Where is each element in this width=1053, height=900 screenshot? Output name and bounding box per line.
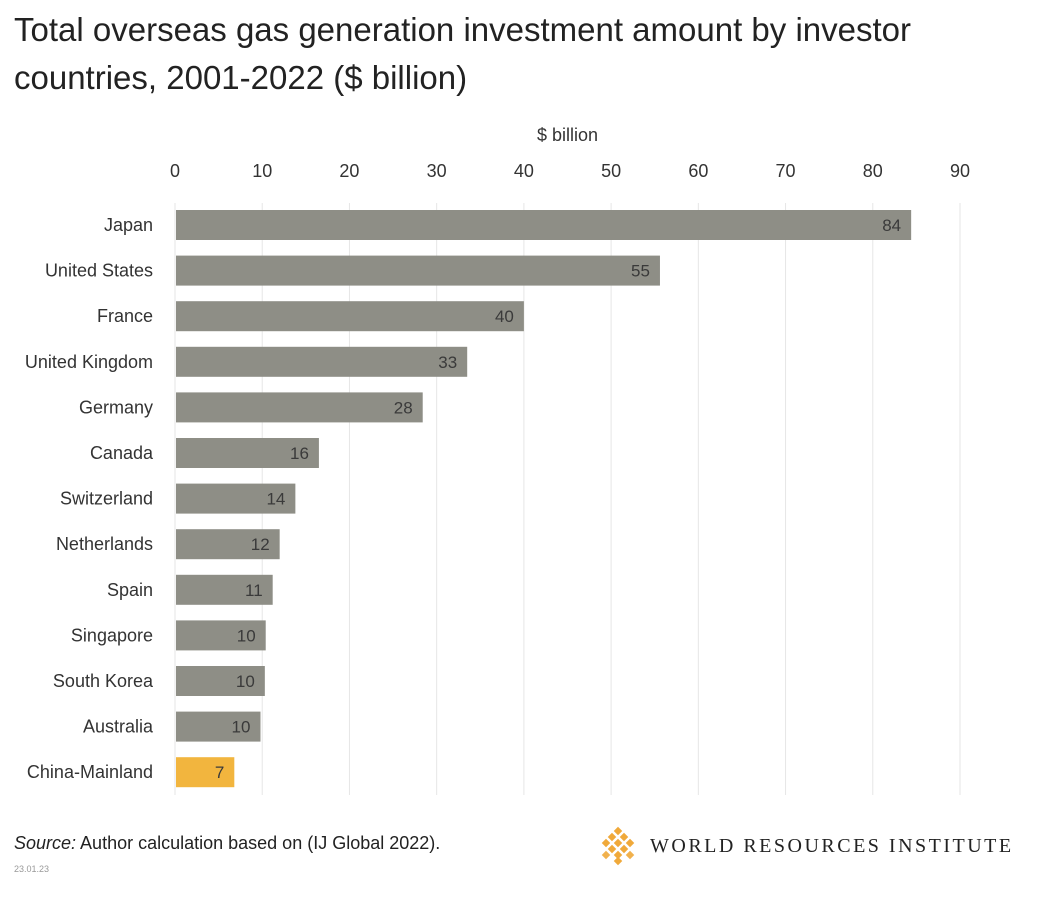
category-label-south-korea: South Korea: [53, 671, 154, 691]
value-label-singapore: 10: [237, 626, 256, 645]
value-label-france: 40: [495, 307, 514, 326]
bar-netherlands: [176, 529, 280, 560]
category-label-spain: Spain: [107, 580, 153, 600]
chart-title: Total overseas gas generation investment…: [14, 11, 911, 96]
x-tick-label-90: 90: [950, 161, 970, 181]
bar-south-korea: [176, 666, 265, 696]
x-tick-label-0: 0: [170, 161, 180, 181]
bar-united-kingdom: [176, 346, 468, 377]
bar-france: [176, 301, 524, 332]
bar-australia: [176, 711, 261, 742]
bar-singapore: [176, 620, 266, 651]
category-label-australia: Australia: [83, 717, 154, 737]
value-label-united-states: 55: [631, 262, 650, 281]
bar-chart: $ billion 0 10 20 30 40 50 60 70 80 90 Japan 84 Unite…: [25, 125, 970, 795]
value-label-germany: 28: [394, 398, 413, 417]
x-tick-label-70: 70: [776, 161, 796, 181]
brand-name: WORLD RESOURCES INSTITUTE: [650, 834, 1014, 857]
date-stamp: 23.01.23: [14, 864, 50, 874]
x-tick-label-20: 20: [339, 161, 359, 181]
x-tick-label-30: 30: [427, 161, 447, 181]
bar-switzerland: [176, 483, 296, 514]
category-label-switzerland: Switzerland: [60, 489, 153, 509]
category-label-france: France: [97, 306, 153, 326]
value-label-switzerland: 14: [266, 490, 285, 509]
bar-china-mainland: [176, 757, 235, 788]
value-label-netherlands: 12: [251, 535, 270, 554]
bar-germany: [176, 392, 423, 423]
value-label-china-mainland: 7: [215, 763, 224, 782]
bar-united-states: [176, 255, 660, 286]
category-label-germany: Germany: [79, 397, 153, 417]
value-label-australia: 10: [232, 718, 251, 737]
brand-logo-lockup: WORLD RESOURCES INSTITUTE: [598, 826, 1014, 866]
source-label: Source:: [14, 833, 77, 853]
x-tick-label-80: 80: [863, 161, 883, 181]
value-label-united-kingdom: 33: [438, 353, 457, 372]
wri-diamond-logo-icon: [601, 826, 635, 866]
category-label-singapore: Singapore: [71, 625, 153, 645]
bar-spain: [176, 574, 273, 605]
value-label-japan: 84: [882, 216, 901, 235]
category-label-japan: Japan: [104, 215, 153, 235]
x-tick-label-40: 40: [514, 161, 534, 181]
category-label-canada: Canada: [90, 443, 154, 463]
value-label-canada: 16: [290, 444, 309, 463]
x-tick-label-50: 50: [601, 161, 621, 181]
x-tick-label-10: 10: [252, 161, 272, 181]
bar-canada: [176, 438, 319, 468]
source-text: Author calculation based on (IJ Global 2…: [76, 833, 441, 853]
bar-japan: [176, 210, 912, 240]
x-tick-label-60: 60: [688, 161, 708, 181]
value-label-spain: 11: [245, 581, 263, 600]
source-note: Source: Author calculation based on (IJ …: [14, 833, 440, 854]
category-label-united-states: United States: [45, 261, 153, 281]
category-label-china-mainland: China-Mainland: [27, 762, 153, 782]
category-label-netherlands: Netherlands: [56, 534, 153, 554]
category-label-united-kingdom: United Kingdom: [25, 352, 153, 372]
x-axis-title: $ billion: [537, 125, 598, 145]
value-label-south-korea: 10: [236, 672, 255, 691]
